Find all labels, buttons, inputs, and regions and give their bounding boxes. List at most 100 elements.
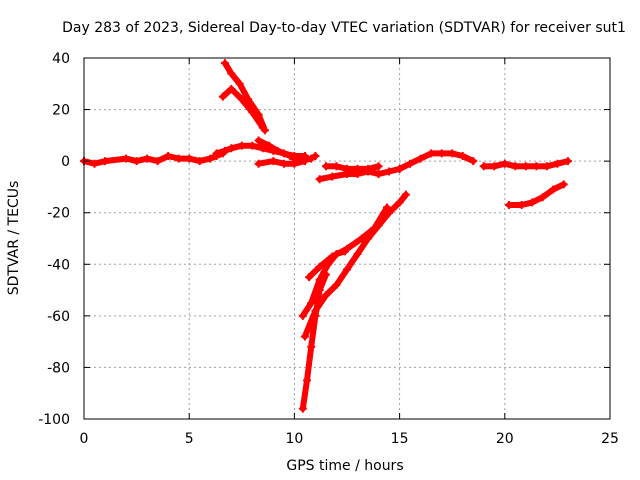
y-tick-label: -20: [47, 206, 70, 222]
y-tick-label: 20: [52, 103, 70, 119]
data-point: [307, 298, 316, 307]
data-point: [328, 172, 337, 181]
x-axis-ticks: 0 5 10 15 20 25: [80, 58, 619, 447]
data-point: [437, 149, 446, 158]
data-point: [235, 79, 244, 88]
data-point: [307, 154, 316, 163]
data-point: [218, 92, 227, 101]
data-point: [298, 404, 307, 413]
chart-title: Day 283 of 2023, Sidereal Day-to-day VTE…: [62, 20, 626, 36]
data-point: [248, 108, 257, 117]
data-point: [265, 141, 274, 150]
data-point: [353, 249, 362, 258]
data-point: [364, 164, 373, 173]
data-point: [374, 170, 383, 179]
data-point: [500, 159, 509, 168]
data-point: [538, 193, 547, 202]
data-point: [553, 159, 562, 168]
data-point: [153, 157, 162, 166]
data-point: [479, 162, 488, 171]
data-point: [101, 157, 110, 166]
series-trace: [299, 271, 329, 412]
data-point: [549, 185, 558, 194]
data-point: [406, 159, 415, 168]
data-point: [385, 167, 394, 176]
data-point: [132, 157, 141, 166]
data-point: [298, 311, 307, 320]
data-point: [370, 224, 379, 233]
x-tick-label: 10: [285, 431, 303, 447]
data-point: [532, 162, 541, 171]
data-point: [279, 159, 288, 168]
data-point: [328, 252, 337, 261]
data-point: [227, 144, 236, 153]
x-tick-label: 5: [185, 431, 194, 447]
series-segment-9: [395, 149, 478, 173]
series-segment-15: [305, 203, 391, 282]
data-point: [122, 154, 131, 163]
data-point: [254, 159, 263, 168]
data-point: [458, 151, 467, 160]
data-point: [343, 265, 351, 274]
data-point: [307, 342, 316, 351]
data-point: [315, 275, 324, 284]
data-point: [382, 203, 391, 212]
data-layer: [80, 59, 572, 413]
y-tick-label: -60: [47, 309, 70, 325]
data-point: [237, 95, 246, 104]
plot-frame: [83, 57, 611, 420]
y-tick-label: -40: [47, 257, 70, 273]
data-point: [490, 162, 499, 171]
data-point: [343, 164, 351, 173]
x-tick-label: 20: [496, 431, 514, 447]
x-tick-label: 15: [391, 431, 409, 447]
x-tick-label: 0: [80, 431, 89, 447]
data-point: [174, 154, 183, 163]
data-point: [143, 154, 152, 163]
data-point: [212, 149, 221, 158]
series-segment-10: [479, 157, 572, 171]
data-point: [315, 262, 324, 271]
data-point: [303, 376, 312, 385]
data-point: [321, 162, 330, 171]
data-point: [227, 84, 236, 93]
data-point: [315, 175, 324, 184]
data-point: [258, 123, 267, 132]
data-point: [505, 200, 514, 209]
data-point: [448, 149, 457, 158]
data-point: [517, 200, 526, 209]
data-point: [254, 136, 263, 145]
y-tick-label: 0: [61, 154, 70, 170]
data-point: [269, 157, 278, 166]
grid: [84, 58, 610, 419]
data-point: [469, 157, 478, 166]
series-trace: [506, 181, 567, 208]
data-point: [311, 151, 320, 160]
data-point: [164, 151, 173, 160]
data-point: [427, 149, 436, 158]
data-point: [332, 162, 341, 171]
data-point: [195, 157, 204, 166]
data-point: [357, 234, 366, 243]
data-point: [220, 146, 229, 155]
series-segment-6: [218, 84, 267, 132]
data-point: [521, 162, 530, 171]
series-segment-11: [505, 180, 568, 209]
data-point: [395, 198, 404, 207]
data-point: [353, 164, 362, 173]
y-tick-label: 40: [52, 51, 70, 67]
data-point: [273, 146, 282, 155]
y-axis-ticks: -100 -80 -60 -40 -20 0 20 40: [38, 51, 610, 428]
y-axis-label: SDTVAR / TECUs: [6, 181, 22, 296]
series-segment-8: [321, 162, 383, 173]
data-point: [542, 162, 551, 171]
data-point: [374, 162, 383, 171]
data-point: [286, 151, 295, 160]
data-point: [206, 154, 215, 163]
data-point: [395, 164, 404, 173]
data-point: [321, 291, 330, 300]
data-point: [185, 154, 194, 163]
data-point: [528, 198, 537, 207]
data-point: [559, 180, 568, 189]
